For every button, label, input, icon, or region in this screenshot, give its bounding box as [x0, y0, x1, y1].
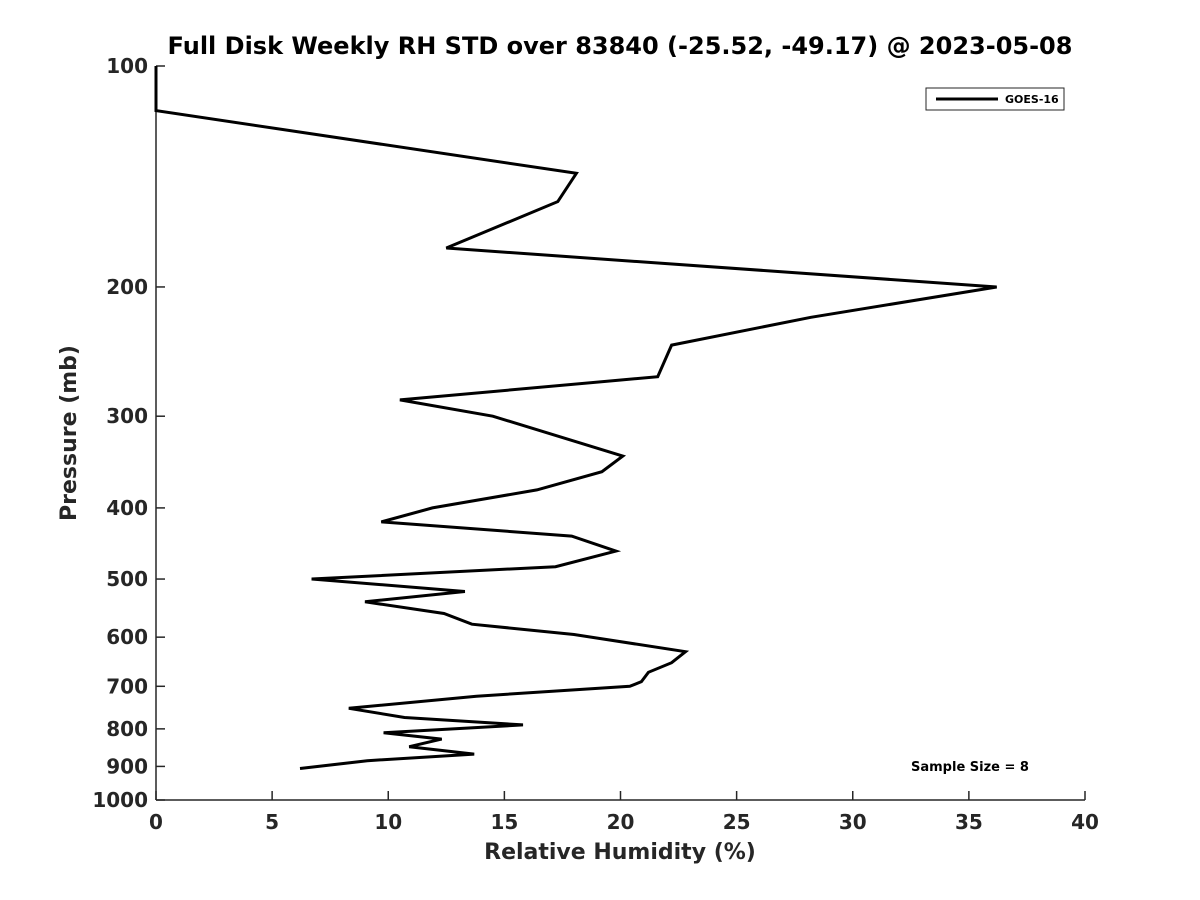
x-axis-label: Relative Humidity (%) [484, 840, 756, 865]
x-axis-ticks: 0 5 10 15 20 25 30 35 40 [149, 791, 1099, 834]
x-tick-label: 15 [490, 810, 518, 834]
series-group [154, 66, 997, 770]
x-tick-label: 35 [955, 810, 983, 834]
y-tick-label: 400 [106, 496, 148, 520]
y-tick-label: 600 [106, 625, 148, 649]
y-tick-label: 300 [106, 404, 148, 428]
x-tick-label: 30 [839, 810, 867, 834]
x-tick-label: 5 [265, 810, 279, 834]
y-tick-label: 500 [106, 567, 148, 591]
y-axis-label: Pressure (mb) [57, 345, 82, 521]
y-tick-label: 700 [106, 674, 148, 698]
y-axis-ticks: 100 200 300 400 500 600 700 800 900 1000 [92, 54, 165, 812]
x-tick-label: 0 [149, 810, 163, 834]
legend-label: GOES-16 [1005, 93, 1059, 106]
y-tick-label: 200 [106, 275, 148, 299]
x-tick-label: 40 [1071, 810, 1099, 834]
chart-title: Full Disk Weekly RH STD over 83840 (-25.… [168, 32, 1073, 60]
x-tick-label: 20 [607, 810, 635, 834]
x-tick-label: 10 [374, 810, 402, 834]
y-tick-label: 900 [106, 754, 148, 778]
y-tick-label: 800 [106, 717, 148, 741]
legend: GOES-16 [925, 87, 1065, 111]
y-tick-label: 100 [106, 54, 148, 78]
x-tick-label: 25 [723, 810, 751, 834]
sample-size-annotation: Sample Size = 8 [911, 760, 1029, 775]
series-line [154, 66, 997, 770]
y-tick-label: 1000 [92, 788, 148, 812]
